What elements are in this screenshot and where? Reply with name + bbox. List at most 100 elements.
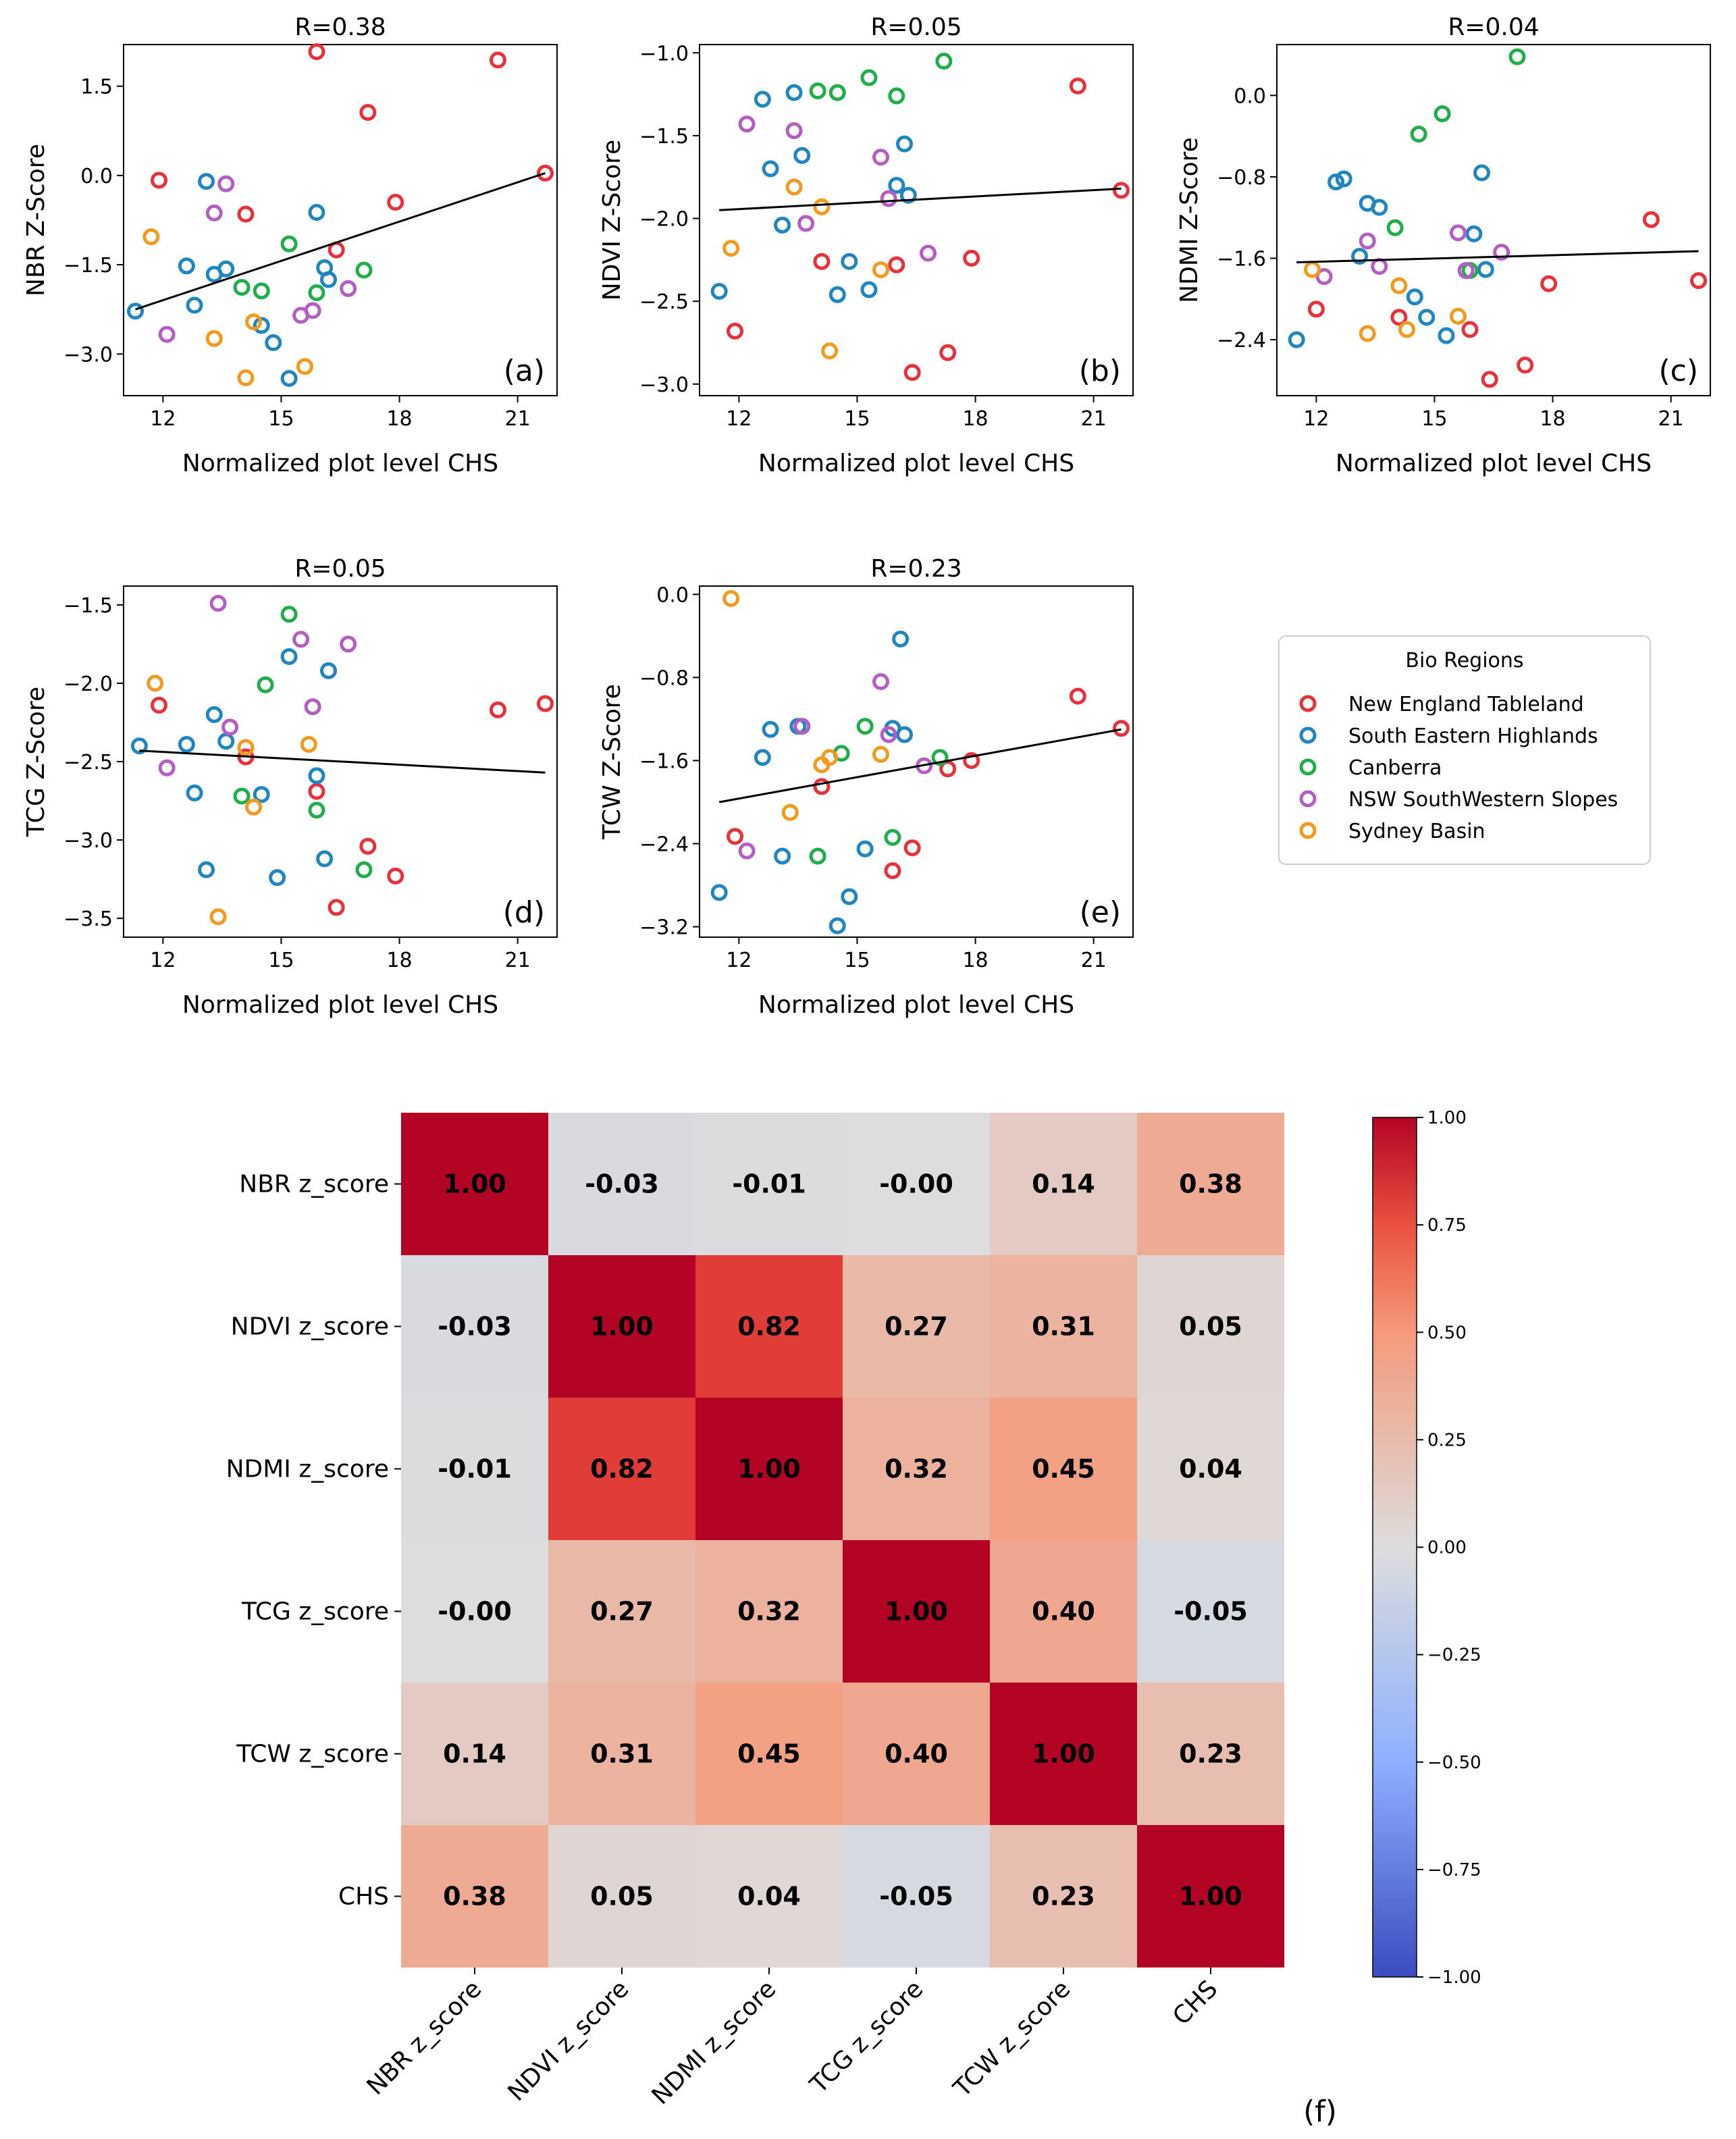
y-tick-label: −3.0 <box>63 343 113 367</box>
heatmap-cell <box>843 1113 990 1255</box>
y-tick-label: −1.0 <box>639 42 689 65</box>
panel-label: (a) <box>504 354 545 388</box>
point-nsw-southwestern-slopes <box>217 175 235 192</box>
point-south-eastern-highlands <box>888 176 905 194</box>
point-nsw-southwestern-slopes <box>158 325 176 343</box>
heatmap-cell <box>843 1540 990 1683</box>
point-sydney-basin <box>1359 325 1376 342</box>
y-tick-label: −1.6 <box>1217 248 1266 271</box>
legend-title: Bio Regions <box>1405 649 1523 672</box>
point-canberra <box>856 718 874 735</box>
fit-line <box>718 728 1122 803</box>
point-sydney-basin <box>245 798 263 816</box>
point-south-eastern-highlands <box>217 260 235 278</box>
heatmap-cell-value: 0.45 <box>737 1739 801 1769</box>
point-south-eastern-highlands <box>198 173 215 190</box>
point-south-eastern-highlands <box>1438 327 1455 344</box>
legend-marker-canberra <box>1299 758 1317 776</box>
point-new-england-tableland <box>359 837 377 855</box>
colorbar-tick-label: 0.50 <box>1427 1323 1467 1343</box>
point-south-eastern-highlands <box>1288 331 1305 348</box>
heatmap-cell <box>401 1540 548 1683</box>
point-new-england-tableland <box>903 839 921 857</box>
row-label: CHS <box>338 1883 389 1911</box>
heatmap-cell <box>1137 1540 1284 1683</box>
point-new-england-tableland <box>1069 687 1086 705</box>
colorbar-tick-label: −1.00 <box>1427 1968 1481 1988</box>
point-new-england-tableland <box>939 344 957 361</box>
point-new-england-tableland <box>1069 77 1086 95</box>
point-canberra <box>233 279 251 296</box>
plot-frame <box>699 585 1134 938</box>
point-new-england-tableland <box>903 364 921 381</box>
point-new-england-tableland <box>939 760 957 778</box>
heatmap-cell-value: -0.00 <box>438 1597 512 1627</box>
y-tick-label: −1.5 <box>63 594 113 618</box>
legend-marker-sydney-basin <box>1299 822 1317 839</box>
y-axis-label: NBR Z-Score <box>22 144 50 296</box>
legend-marker-south-eastern-highlands <box>1299 727 1317 744</box>
point-new-england-tableland <box>1307 300 1325 318</box>
point-nsw-southwestern-slopes <box>738 115 756 133</box>
point-nsw-southwestern-slopes <box>872 149 889 166</box>
plot-frame <box>123 44 558 396</box>
point-south-eastern-highlands <box>253 317 270 334</box>
point-sydney-basin <box>722 589 740 607</box>
point-south-eastern-highlands <box>198 861 215 878</box>
y-axis-label: TCG Z-Score <box>22 687 50 837</box>
point-south-eastern-highlands <box>1335 170 1352 188</box>
point-south-eastern-highlands <box>856 840 874 857</box>
colorbar-tick-label: 0.75 <box>1427 1215 1467 1236</box>
colorbar-tick-label: −0.50 <box>1427 1753 1481 1773</box>
point-new-england-tableland <box>1461 321 1479 338</box>
point-new-england-tableland <box>308 783 325 800</box>
heatmap-cell <box>843 1683 990 1825</box>
legend-entry: NSW SouthWestern Slopes <box>1299 788 1618 812</box>
point-south-eastern-highlands <box>319 271 337 288</box>
point-south-eastern-highlands <box>1327 173 1345 190</box>
row-label: TCG z_score <box>241 1598 389 1626</box>
point-nsw-southwestern-slopes <box>304 302 321 319</box>
row-label: NDVI z_score <box>231 1313 389 1341</box>
row-label: TCW z_score <box>236 1741 389 1768</box>
point-nsw-southwestern-slopes <box>221 718 239 736</box>
point-canberra <box>280 235 298 253</box>
heatmap-cell <box>695 1540 843 1683</box>
y-tick-label: 1.5 <box>80 76 113 99</box>
point-nsw-southwestern-slopes <box>205 204 223 221</box>
y-tick-label: −2.0 <box>639 208 689 232</box>
point-new-england-tableland <box>884 862 901 880</box>
heatmap-cell <box>401 1683 548 1825</box>
x-axis-label: Normalized plot level CHS <box>182 450 498 477</box>
heatmap-cell <box>990 1398 1137 1540</box>
point-south-eastern-highlands <box>793 147 811 164</box>
legend-frame <box>1278 635 1651 865</box>
point-south-eastern-highlands <box>186 784 203 801</box>
x-tick-label: 15 <box>268 407 294 431</box>
point-sydney-basin <box>813 198 831 215</box>
heatmap-cell-value: 0.05 <box>590 1882 654 1911</box>
point-canberra <box>280 606 298 623</box>
point-sydney-basin <box>781 803 799 821</box>
point-new-england-tableland <box>1642 211 1660 228</box>
heatmap-cell-value: 0.23 <box>1032 1882 1095 1911</box>
point-canberra <box>1508 48 1526 65</box>
point-canberra <box>233 787 251 805</box>
point-south-eastern-highlands <box>710 282 728 300</box>
point-nsw-southwestern-slopes <box>292 631 310 648</box>
point-south-eastern-highlands <box>895 135 913 153</box>
point-nsw-southwestern-slopes <box>1493 243 1510 261</box>
legend-entry: Sydney Basin <box>1299 820 1485 843</box>
panel-label: (e) <box>1080 895 1121 930</box>
point-new-england-tableland <box>963 249 980 267</box>
heatmap-cell-value: 0.32 <box>885 1454 948 1484</box>
heatmap-cell-value: 0.40 <box>885 1739 948 1769</box>
point-new-england-tableland <box>489 51 506 69</box>
point-new-england-tableland <box>727 322 744 340</box>
point-south-eastern-highlands <box>178 735 195 753</box>
x-tick-label: 12 <box>726 949 752 972</box>
heatmap-cell-value: 0.14 <box>443 1739 506 1769</box>
heatmap-cells: 1.00 -0.03 -0.01 -0.00 0.14 0.38 -0.03 1.00 0.82… <box>401 1113 1284 1968</box>
point-south-eastern-highlands <box>178 257 195 275</box>
